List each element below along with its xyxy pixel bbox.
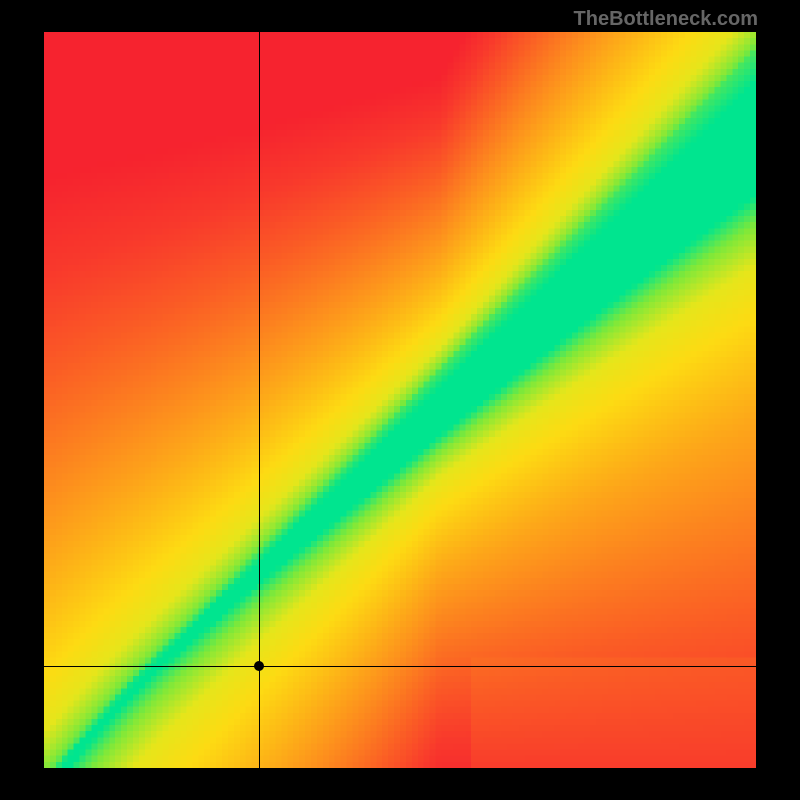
crosshair-horizontal <box>44 666 756 667</box>
bottleneck-heatmap <box>44 32 756 768</box>
watermark-text: TheBottleneck.com <box>574 8 758 31</box>
crosshair-vertical <box>259 32 260 768</box>
selection-marker <box>254 661 264 671</box>
